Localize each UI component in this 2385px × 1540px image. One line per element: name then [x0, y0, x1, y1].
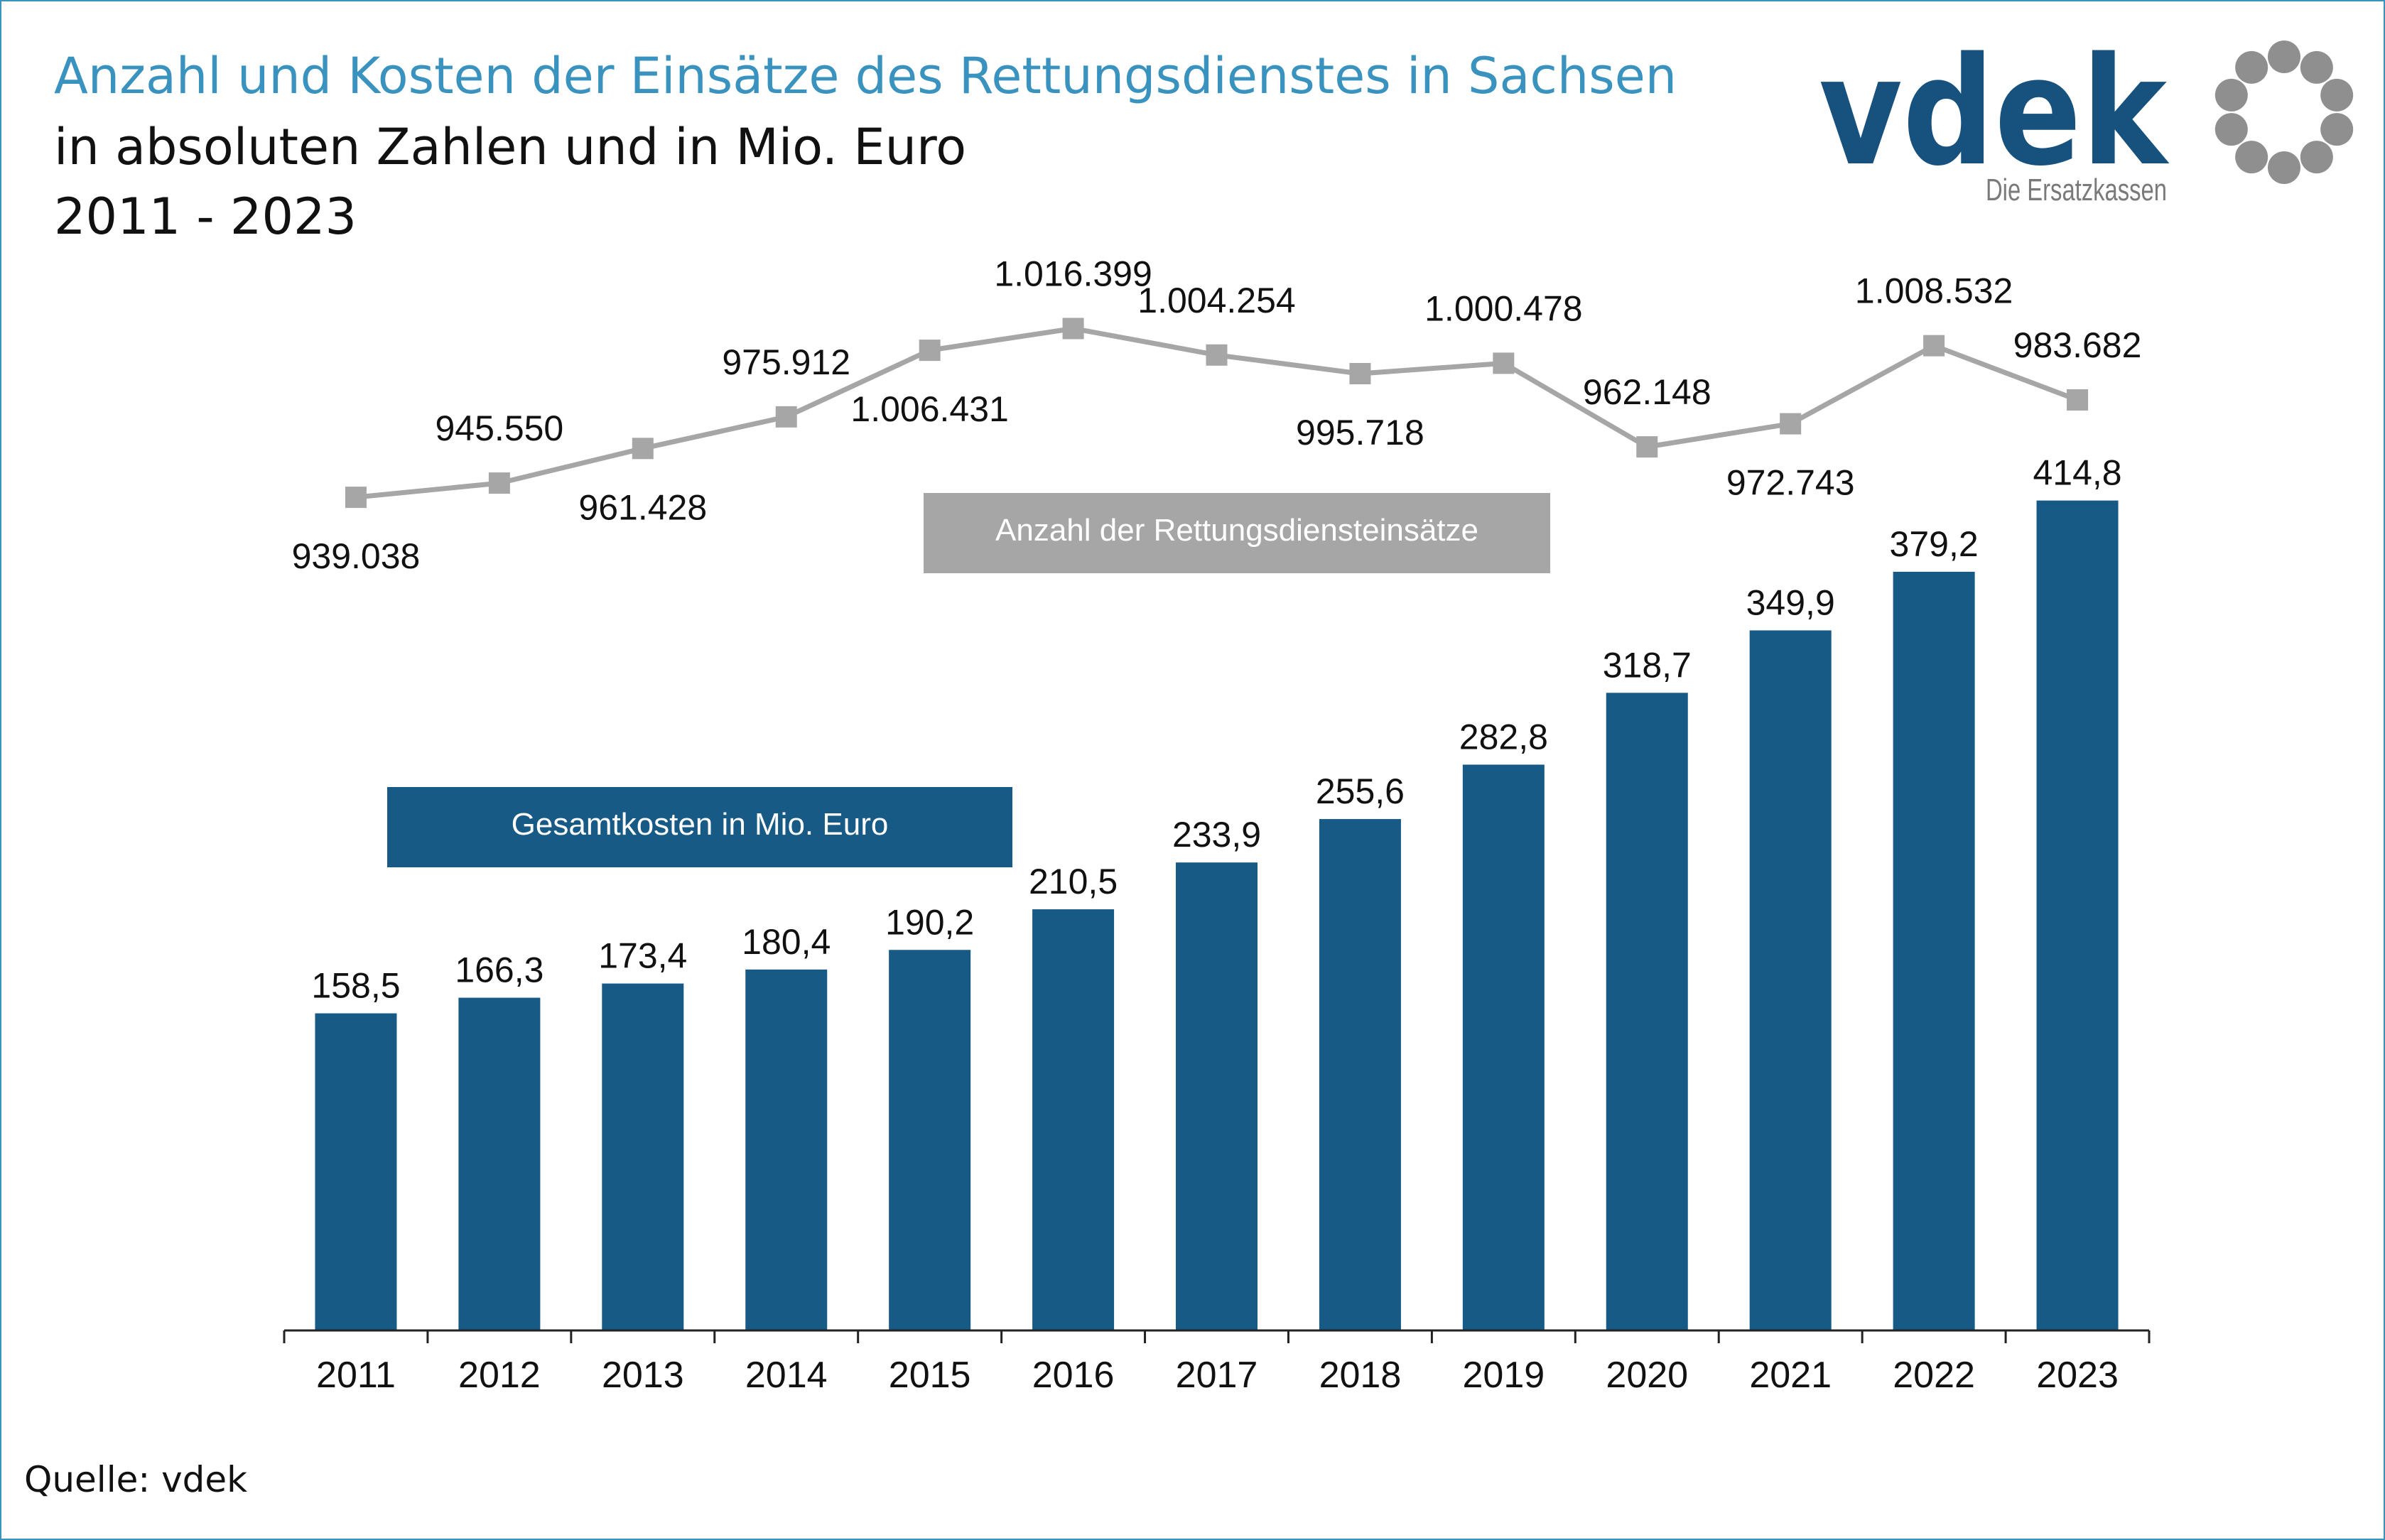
line-value-label: 1.006.431 [850, 389, 1008, 429]
logo-ring-dot [2320, 113, 2354, 146]
bar-2019 [1462, 764, 1545, 1330]
chart-title: Anzahl und Kosten der Einsätze des Rettu… [54, 47, 1677, 105]
logo-ring-dot [2268, 40, 2300, 73]
legend-label-count: Anzahl der Rettungsdiensteinsätze [995, 513, 1478, 548]
x-tick-label: 2022 [1893, 1355, 1975, 1396]
ring-of-dots-icon [2214, 40, 2354, 184]
bar-value-label: 210,5 [1029, 862, 1118, 901]
logo-ring-dot [2300, 141, 2333, 174]
line-value-label: 961.428 [578, 487, 707, 527]
line-marker-2015 [919, 340, 941, 362]
bar-value-label: 166,3 [455, 950, 543, 990]
line-value-label: 1.008.532 [1855, 271, 2013, 311]
bar-value-label: 158,5 [311, 966, 400, 1006]
bar-2013 [602, 983, 684, 1330]
line-marker-2018 [1349, 363, 1371, 385]
x-tick-label: 2014 [745, 1355, 828, 1396]
bar-2017 [1176, 862, 1258, 1330]
logo-wordmark: vdek [1819, 28, 2170, 199]
x-tick-label: 2017 [1176, 1355, 1258, 1396]
bar-value-label: 349,9 [1746, 582, 1835, 622]
line-value-label: 945.550 [436, 408, 564, 448]
bar-2015 [889, 950, 971, 1330]
bar-value-label: 379,2 [1890, 524, 1979, 564]
line-marker-2022 [1923, 335, 1945, 357]
bar-2011 [315, 1013, 397, 1330]
bar-2018 [1319, 819, 1401, 1330]
legend-box-cost: Gesamtkosten in Mio. Euro [387, 787, 1012, 867]
x-tick-label: 2020 [1606, 1355, 1688, 1396]
bar-2023 [2036, 500, 2119, 1330]
line-marker-2017 [1206, 344, 1228, 366]
x-tick-label: 2011 [316, 1355, 396, 1396]
bar-series-cost: 158,5 166,3 173,4 180,4 190,2 210,5 233,9 255,6… [311, 453, 2122, 1331]
x-tick-label: 2012 [458, 1355, 541, 1396]
bar-value-label: 282,8 [1459, 717, 1548, 757]
logo-ring-dot [2320, 78, 2354, 112]
line-value-label: 983.682 [2013, 325, 2142, 365]
bar-2021 [1749, 630, 1832, 1330]
line-marker-2020 [1636, 436, 1658, 458]
line-marker-2011 [345, 487, 367, 509]
logo-ring-dot [2268, 151, 2300, 184]
x-tick-label: 2016 [1032, 1355, 1115, 1396]
line-value-label: 1.004.254 [1137, 281, 1295, 320]
line-value-label: 975.912 [722, 342, 850, 382]
bar-value-label: 414,8 [2033, 453, 2121, 493]
bar-2016 [1032, 909, 1115, 1330]
line-marker-2016 [1062, 318, 1084, 340]
bar-value-label: 233,9 [1172, 815, 1261, 855]
line-marker-2021 [1780, 413, 1802, 435]
chart-period: 2011 - 2023 [54, 188, 357, 246]
logo-ring-dot [2214, 78, 2248, 112]
line-marker-2014 [775, 406, 797, 428]
vdek-logo: vdek Die Ersatzkassen [1819, 28, 2354, 207]
bar-2014 [745, 969, 828, 1330]
bar-value-label: 180,4 [742, 922, 831, 962]
line-marker-2023 [2067, 389, 2089, 411]
logo-tagline: Die Ersatzkassen [1986, 173, 2167, 207]
logo-ring-dot [2300, 50, 2333, 84]
x-tick-label: 2018 [1319, 1355, 1402, 1396]
logo-ring-dot [2235, 50, 2268, 84]
bar-value-label: 318,7 [1603, 645, 1692, 685]
chart-subtitle: in absoluten Zahlen und in Mio. Euro [54, 118, 967, 176]
logo-ring-dot [2214, 113, 2248, 146]
line-marker-2012 [488, 472, 510, 494]
bar-2022 [1893, 571, 1975, 1331]
bar-value-label: 173,4 [598, 936, 687, 976]
line-value-label: 995.718 [1296, 413, 1424, 452]
legend-box-count: Anzahl der Rettungsdiensteinsätze [924, 493, 1550, 573]
line-value-label: 962.148 [1583, 372, 1711, 412]
x-tick-label: 2015 [889, 1355, 971, 1396]
line-value-label: 972.743 [1726, 463, 1855, 503]
bar-2020 [1606, 693, 1688, 1330]
x-axis: 2011 2012 2013 2014 2015 2016 2017 2018 2019 2020… [283, 1329, 2151, 1396]
bar-value-label: 255,6 [1316, 771, 1405, 811]
source-note: Quelle: vdek [24, 1459, 248, 1500]
logo-ring-dot [2235, 141, 2268, 174]
x-tick-label: 2023 [2036, 1355, 2119, 1396]
line-value-label: 939.038 [292, 536, 421, 576]
bar-2012 [458, 997, 541, 1330]
line-value-label: 1.016.399 [994, 254, 1152, 293]
legend-label-cost: Gesamtkosten in Mio. Euro [512, 807, 889, 842]
line-marker-2019 [1493, 352, 1515, 374]
x-tick-label: 2013 [602, 1355, 684, 1396]
line-marker-2013 [632, 438, 654, 460]
x-tick-label: 2019 [1463, 1355, 1545, 1396]
bar-value-label: 190,2 [885, 902, 974, 942]
x-tick-label: 2021 [1749, 1355, 1832, 1396]
line-value-label: 1.000.478 [1424, 288, 1582, 328]
